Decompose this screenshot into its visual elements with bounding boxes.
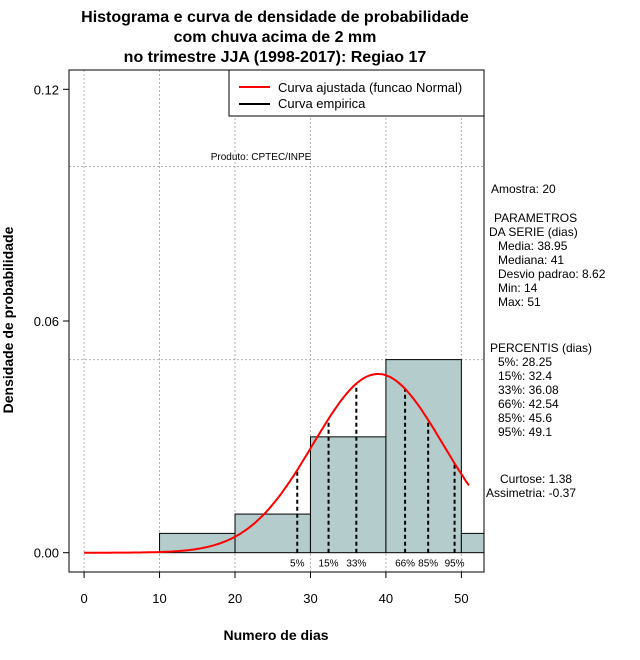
percentile-label: 15% [319, 559, 339, 570]
x-tick-label: 10 [152, 591, 166, 606]
curve-layer [84, 373, 470, 554]
product-label: Produto: CPTEC/INPE [211, 152, 312, 163]
legend-label-empirical: Curva empirica [278, 96, 366, 111]
stat-perc-title: PERCENTIS (dias) [490, 341, 592, 355]
y-axis-label: Densidade de probabilidade [0, 226, 16, 413]
percentile-label: 5% [290, 559, 305, 570]
stat-media: Media: 38.95 [498, 239, 568, 253]
y-tick-label: 0.00 [34, 546, 59, 561]
normal-fit-curve [84, 373, 470, 554]
histogram-bar [385, 359, 462, 554]
stat-curtose: Curtose: 1.38 [500, 472, 572, 486]
histogram-bar [460, 532, 485, 554]
histogram-bar [309, 436, 387, 554]
stat-mediana: Mediana: 41 [498, 253, 564, 267]
x-tick-label: 40 [379, 591, 393, 606]
stat-p95: 95%: 49.1 [498, 425, 552, 439]
stat-p66: 66%: 42.54 [498, 397, 559, 411]
percentile-label: 66% [395, 559, 415, 570]
stat-desvio: Desvio padrao: 8.62 [498, 267, 606, 281]
axes-layer: 0 10 20 30 40 50 0.00 0.06 0.12 [34, 82, 469, 606]
x-tick-label: 30 [303, 591, 317, 606]
chart-title-line-3: no trimestre JJA (1998-2017): Regiao 17 [124, 49, 427, 66]
legend-label-normal: Curva ajustada (funcao Normal) [278, 80, 462, 95]
stat-params-title: PARAMETROS [494, 211, 577, 225]
legend-box [228, 69, 485, 117]
x-tick-label: 0 [80, 591, 87, 606]
y-tick-label: 0.06 [34, 314, 59, 329]
percentile-label: 33% [346, 559, 366, 570]
stat-params-subtitle: DA SERIE (dias) [489, 225, 578, 239]
histogram-bar [234, 513, 311, 554]
chart-title-line-2: com chuva acima de 2 mm [174, 29, 377, 46]
stat-p5: 5%: 28.25 [498, 355, 552, 369]
y-tick-label: 0.12 [34, 82, 59, 97]
stat-min: Min: 14 [498, 281, 538, 295]
chart-title-line-1: Histograma e curva de densidade de proba… [81, 9, 469, 26]
stat-amostra: Amostra: 20 [491, 182, 556, 196]
stat-p33: 33%: 36.08 [498, 383, 559, 397]
stat-assimetria: Assimetria: -0.37 [486, 486, 576, 500]
x-axis-label: Numero de dias [223, 627, 328, 643]
bars-layer [159, 359, 485, 554]
percentile-label: 85% [418, 559, 438, 570]
x-tick-label: 20 [228, 591, 242, 606]
stat-p15: 15%: 32.4 [498, 369, 552, 383]
percentile-lines-layer: 5% 15% 33% 66% 85% 95% [290, 383, 465, 570]
percentile-label: 95% [445, 559, 465, 570]
x-tick-label: 50 [454, 591, 468, 606]
stat-p85: 85%: 45.6 [498, 411, 552, 425]
stats-panel: Amostra: 20 PARAMETROS DA SERIE (dias) M… [486, 182, 606, 500]
stat-max: Max: 51 [498, 295, 541, 309]
legend: Curva ajustada (funcao Normal) Curva emp… [228, 69, 485, 117]
